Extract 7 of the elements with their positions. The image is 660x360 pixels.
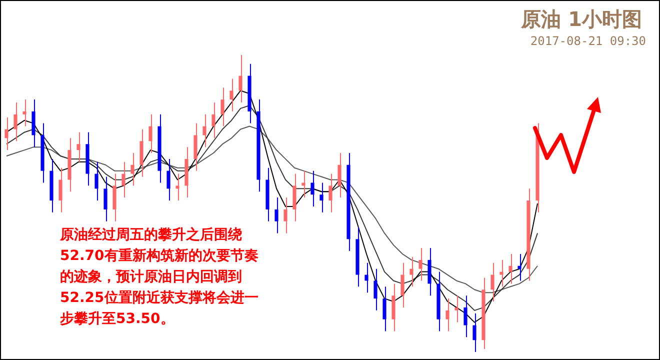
annotation: 52.25位置附近获支撑将会进一	[60, 290, 258, 306]
text: 2017-08-21 09:30	[530, 34, 646, 48]
chart-title: 原油 1小时图	[521, 6, 642, 33]
annotation: 的迹象，预计原油日内回调到	[60, 269, 242, 285]
annotation: 步攀升至53.50。	[60, 311, 174, 327]
annotation: 原油经过周五的攀升之后围绕	[60, 227, 242, 243]
annotation: 52.70有重新构筑新的次要节奏	[60, 248, 258, 264]
